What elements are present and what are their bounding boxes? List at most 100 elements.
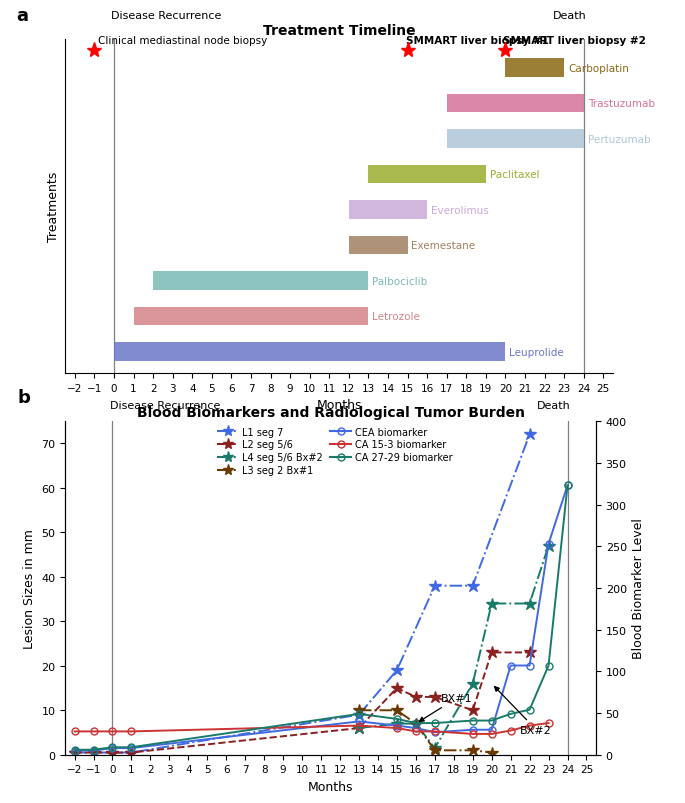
Line: L2 seg 5/6: L2 seg 5/6 [68, 646, 536, 759]
X-axis label: Months: Months [308, 780, 353, 793]
CA 15-3 biomarker [90, 727, 98, 736]
CA 15-3 biomarker [393, 724, 401, 733]
L2 seg 5/6 [469, 706, 477, 715]
CEA biomarker [90, 746, 98, 756]
Bar [447, 130, 584, 149]
Line: L4 seg 5/6 Bx#2: L4 seg 5/6 Bx#2 [353, 540, 555, 754]
CA 27-29 biomarker [412, 719, 420, 728]
Text: Trastuzumab: Trastuzumab [588, 99, 655, 109]
Line: CEA biomarker: CEA biomarker [71, 483, 571, 754]
Text: SMMART liver biopsy #1: SMMART liver biopsy #1 [406, 35, 549, 46]
CEA biomarker [545, 540, 553, 549]
Text: Letrozole: Letrozole [373, 312, 420, 322]
CA 15-3 biomarker [545, 719, 553, 728]
Bar [349, 201, 427, 219]
CA 15-3 biomarker [127, 727, 136, 736]
Text: Death: Death [536, 401, 571, 410]
Text: BX#1: BX#1 [419, 694, 472, 722]
L4 seg 5/6 Bx#2 [488, 599, 496, 609]
Text: Clinical mediastinal node biopsy: Clinical mediastinal node biopsy [99, 35, 268, 46]
L4 seg 5/6 Bx#2 [355, 724, 363, 733]
CA 27-29 biomarker [488, 715, 496, 725]
L1 seg 7 [108, 748, 116, 757]
Bar [369, 165, 486, 184]
Bar [506, 59, 564, 78]
Bar [153, 272, 369, 291]
L2 seg 5/6 [108, 748, 116, 757]
CA 15-3 biomarker [525, 721, 534, 731]
Y-axis label: Treatments: Treatments [47, 172, 60, 242]
CA 27-29 biomarker [563, 481, 571, 491]
Line: CA 15-3 biomarker: CA 15-3 biomarker [71, 719, 552, 737]
CA 27-29 biomarker [108, 743, 116, 752]
Text: Disease Recurrence: Disease Recurrence [111, 10, 221, 21]
L2 seg 5/6 [431, 692, 439, 702]
L4 seg 5/6 Bx#2 [525, 599, 534, 609]
Text: Carboplatin: Carboplatin [568, 63, 629, 74]
L4 seg 5/6 Bx#2 [545, 541, 553, 551]
CEA biomarker [469, 725, 477, 735]
CEA biomarker [506, 661, 514, 671]
CA 15-3 biomarker [469, 729, 477, 739]
L2 seg 5/6 [90, 748, 98, 757]
CEA biomarker [108, 744, 116, 753]
Text: Paclitaxel: Paclitaxel [490, 170, 539, 180]
CA 27-29 biomarker [355, 709, 363, 719]
Text: Palbociclib: Palbociclib [373, 276, 427, 286]
Text: Pertuzumab: Pertuzumab [588, 134, 650, 145]
Bar [134, 308, 369, 326]
X-axis label: Months: Months [316, 398, 362, 412]
L2 seg 5/6 [488, 648, 496, 658]
CA 27-29 biomarker [90, 745, 98, 755]
L2 seg 5/6 [127, 748, 136, 757]
CA 27-29 biomarker [127, 743, 136, 752]
CA 27-29 biomarker [71, 745, 79, 755]
CA 15-3 biomarker [488, 729, 496, 739]
L3 seg 2 Bx#1 [355, 706, 363, 715]
CEA biomarker [488, 725, 496, 735]
L3 seg 2 Bx#1 [469, 745, 477, 755]
Title: Treatment Timeline: Treatment Timeline [263, 23, 415, 38]
L1 seg 7 [469, 581, 477, 591]
CEA biomarker [355, 716, 363, 726]
L4 seg 5/6 Bx#2 [412, 719, 420, 728]
L4 seg 5/6 Bx#2 [469, 679, 477, 688]
L4 seg 5/6 Bx#2 [393, 719, 401, 728]
CA 27-29 biomarker [431, 719, 439, 728]
L1 seg 7 [525, 430, 534, 440]
CA 15-3 biomarker [108, 727, 116, 736]
Line: L3 seg 2 Bx#1: L3 seg 2 Bx#1 [353, 704, 498, 759]
L1 seg 7 [431, 581, 439, 591]
CA 15-3 biomarker [71, 727, 79, 736]
L4 seg 5/6 Bx#2 [431, 744, 439, 753]
L2 seg 5/6 [71, 748, 79, 757]
Text: b: b [17, 388, 30, 406]
Text: a: a [16, 6, 28, 25]
CEA biomarker [431, 728, 439, 737]
CA 15-3 biomarker [412, 727, 420, 736]
L3 seg 2 Bx#1 [488, 748, 496, 757]
Text: Everolimus: Everolimus [431, 206, 489, 215]
CA 15-3 biomarker [431, 727, 439, 736]
Text: Exemestane: Exemestane [412, 241, 475, 251]
Line: CA 27-29 biomarker: CA 27-29 biomarker [71, 483, 571, 753]
Text: SMMART liver biopsy #2: SMMART liver biopsy #2 [503, 35, 647, 46]
L3 seg 2 Bx#1 [393, 706, 401, 715]
CEA biomarker [71, 746, 79, 756]
CEA biomarker [525, 661, 534, 671]
Title: Blood Biomarkers and Radiological Tumor Burden: Blood Biomarkers and Radiological Tumor … [136, 405, 525, 419]
CEA biomarker [412, 724, 420, 733]
Legend: L1 seg 7, L2 seg 5/6, L4 seg 5/6 Bx#2, L3 seg 2 Bx#1, CEA biomarker, CA 15-3 bio: L1 seg 7, L2 seg 5/6, L4 seg 5/6 Bx#2, L… [213, 423, 457, 479]
CA 27-29 biomarker [545, 661, 553, 671]
L1 seg 7 [127, 748, 136, 757]
L1 seg 7 [393, 666, 401, 675]
Bar [114, 343, 506, 361]
Y-axis label: Blood Biomarker Level: Blood Biomarker Level [632, 518, 645, 658]
L2 seg 5/6 [412, 692, 420, 702]
L3 seg 2 Bx#1 [431, 745, 439, 755]
Text: Death: Death [553, 10, 586, 21]
CA 27-29 biomarker [506, 709, 514, 719]
L3 seg 2 Bx#1 [412, 719, 420, 728]
Text: Leuprolide: Leuprolide [510, 347, 564, 357]
CA 27-29 biomarker [469, 715, 477, 725]
